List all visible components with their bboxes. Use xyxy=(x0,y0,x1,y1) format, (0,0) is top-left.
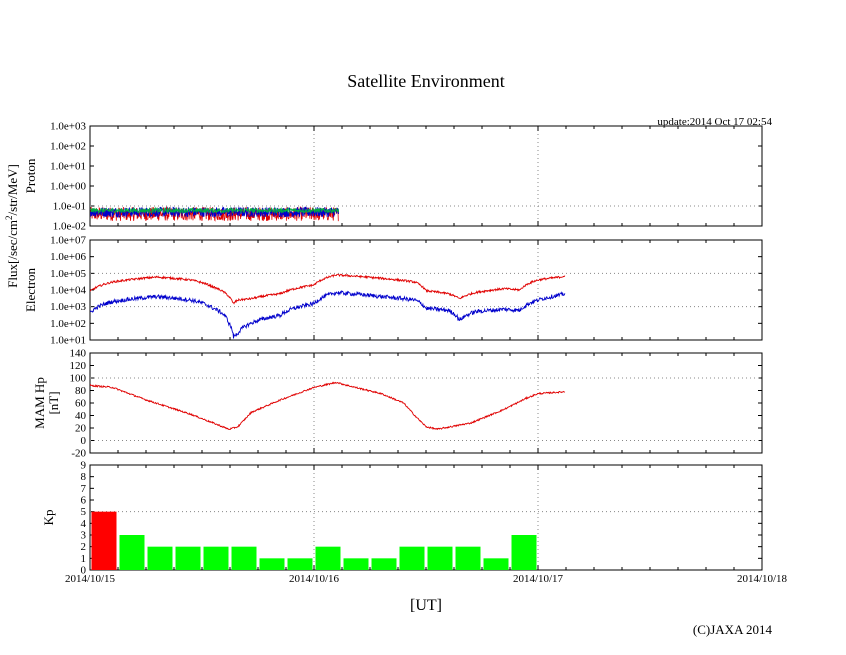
kp-ytick-label: 7 xyxy=(81,483,87,495)
x-axis: 2014/10/15 2014/10/16 2014/10/17 2014/10/18 xyxy=(65,573,788,585)
electron-ylabel: Electron xyxy=(23,267,38,312)
electron-ytick-label: 1.0e+06 xyxy=(50,251,86,263)
kp-ytick-label: 3 xyxy=(81,530,87,542)
kp-bar xyxy=(511,535,537,570)
flux-ylabel-rest: /str/MeV] xyxy=(5,164,20,215)
mam_hp-ylabel-unit: [nT] xyxy=(46,391,61,414)
mam_hp-ytick-label: 20 xyxy=(75,423,87,435)
kp-bar xyxy=(259,558,285,570)
copyright: (C)JAXA 2014 xyxy=(693,622,773,637)
kp-bar xyxy=(287,558,313,570)
mam_hp-ytick-label: 120 xyxy=(70,360,87,372)
kp-bar xyxy=(147,546,173,570)
electron-ytick-label: 1.0e+07 xyxy=(50,235,86,247)
mam_hp-ytick-label: -20 xyxy=(71,448,86,460)
update-timestamp: update:2014 Oct 17 02:54 xyxy=(657,116,772,128)
kp-bar xyxy=(203,546,229,570)
kp-bar xyxy=(371,558,397,570)
mam_hp-ytick-label: 100 xyxy=(70,373,87,385)
proton-panel: 1.0e-02 1.0e-01 1.0e+00 1.0e+01 1.0e+02 1.0e+… xyxy=(23,121,763,233)
flux-ylabel-main: Flux[/sec/cm xyxy=(5,220,20,288)
x-tick-label: 2014/10/15 xyxy=(65,573,116,585)
kp-ytick-label: 8 xyxy=(81,471,87,483)
mam_hp-ytick-label: 0 xyxy=(81,435,87,447)
proton-ytick-label: 1.0e-01 xyxy=(53,201,86,213)
kp-bar xyxy=(315,546,341,570)
mam_hp-series-red xyxy=(90,381,566,431)
proton-ytick-label: 1.0e+03 xyxy=(50,121,86,133)
proton-ytick-label: 1.0e-02 xyxy=(53,221,86,233)
proton-plot xyxy=(90,205,339,222)
kp-plot xyxy=(91,511,537,570)
flux-ylabel-sup: 2 xyxy=(4,215,14,220)
kp-ytick-label: 5 xyxy=(81,506,87,518)
mam_hp-ytick-label: 40 xyxy=(75,410,87,422)
mam_hp-ytick-label: 80 xyxy=(75,385,87,397)
electron-series-red xyxy=(90,273,566,305)
electron-ytick-label: 1.0e+02 xyxy=(50,318,86,330)
kp-ylabel: Kp xyxy=(41,510,56,526)
kp-ytick-label: 9 xyxy=(81,460,87,472)
mam_hp-plot xyxy=(90,381,566,431)
x-tick-label: 2014/10/16 xyxy=(289,573,340,585)
electron-ytick-label: 1.0e+01 xyxy=(50,335,86,347)
kp-bar xyxy=(119,535,145,570)
electron-ytick-label: 1.0e+04 xyxy=(50,285,86,297)
kp-ytick-label: 1 xyxy=(81,553,87,565)
electron-ytick-label: 1.0e+05 xyxy=(50,268,86,280)
proton-ytick-label: 1.0e+00 xyxy=(50,181,86,193)
mam_hp-ytick-label: 140 xyxy=(70,348,87,360)
mam_hp-ytick-label: 60 xyxy=(75,398,87,410)
electron-series-blue xyxy=(90,290,566,339)
kp-bar xyxy=(231,546,257,570)
kp-bar xyxy=(455,546,481,570)
mam_hp-frame xyxy=(89,352,763,454)
kp-bar xyxy=(483,558,509,570)
chart-title: Satellite Environment xyxy=(347,71,504,91)
kp-bar xyxy=(175,546,201,570)
x-tick-label: 2014/10/17 xyxy=(513,573,564,585)
electron-plot xyxy=(90,273,566,339)
electron-ytick-label: 1.0e+03 xyxy=(50,301,86,313)
proton-series-green xyxy=(90,206,339,215)
kp-ytick-label: 0 xyxy=(81,565,87,577)
kp-ytick-label: 6 xyxy=(81,495,87,507)
kp-ytick-label: 4 xyxy=(81,518,87,530)
kp-bar xyxy=(427,546,453,570)
flux-ylabel: Flux[/sec/cm2/str/MeV] xyxy=(4,164,20,288)
proton-ytick-label: 1.0e+01 xyxy=(50,161,86,173)
proton-ylabel: Proton xyxy=(23,158,38,193)
kp-bar xyxy=(91,511,117,570)
proton-ytick-label: 1.0e+02 xyxy=(50,141,86,153)
mam_hp-ylabel: MAM Hp xyxy=(32,377,47,429)
kp-ytick-label: 2 xyxy=(81,541,87,553)
x-tick-label: 2014/10/18 xyxy=(737,573,788,585)
kp-bar xyxy=(399,546,425,570)
kp-bar xyxy=(343,558,369,570)
x-axis-label: [UT] xyxy=(410,597,442,614)
electron-panel: 1.0e+01 1.0e+02 1.0e+03 1.0e+04 1.0e+05 1.0e+… xyxy=(23,235,763,347)
